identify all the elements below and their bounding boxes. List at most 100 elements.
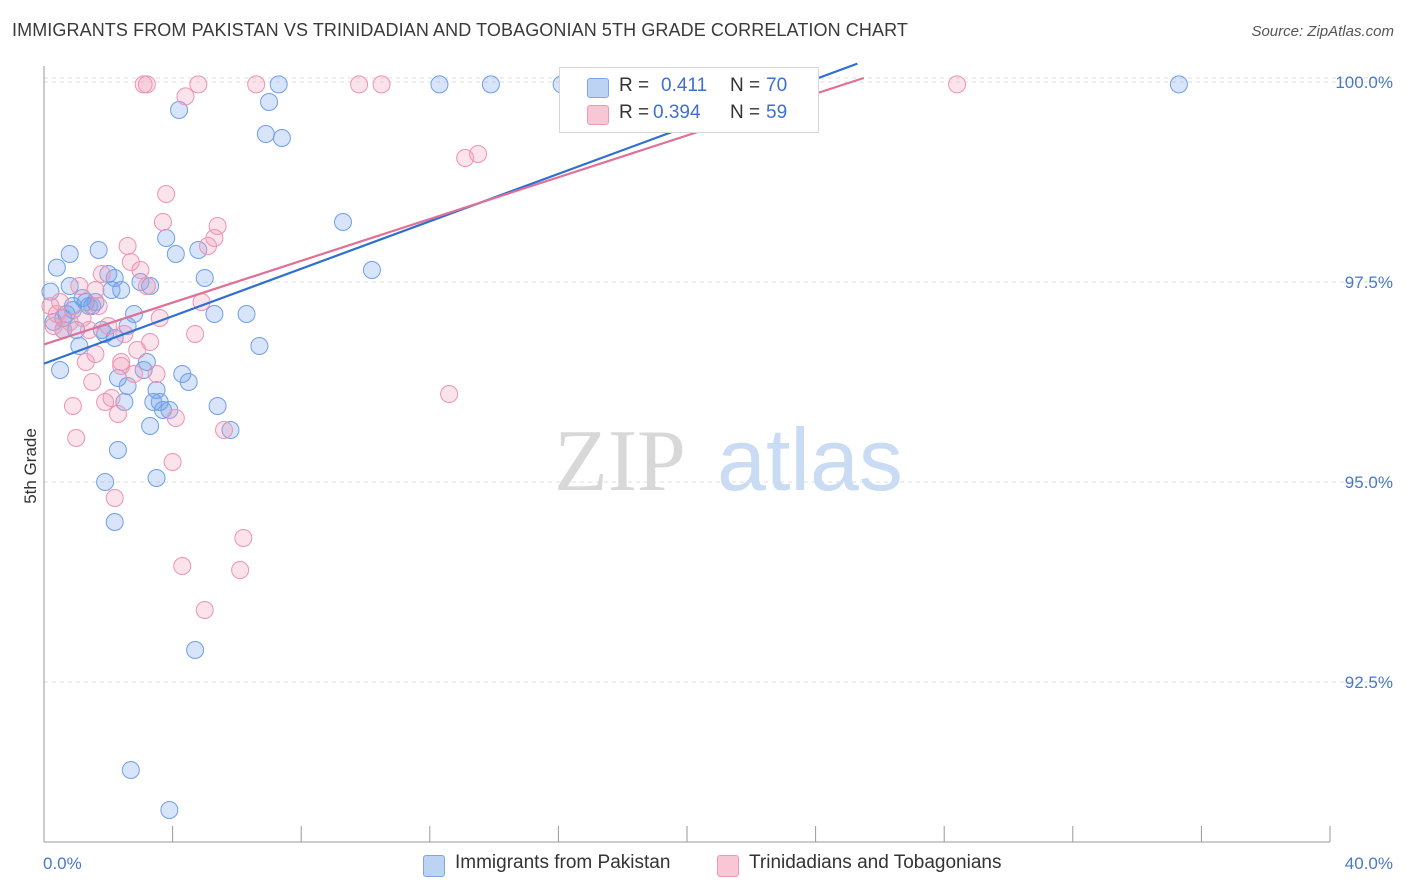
- point-pakistan: [160, 801, 179, 819]
- point-trinidad: [372, 75, 391, 94]
- point-pakistan: [256, 125, 275, 143]
- legend-r-label: R =: [619, 102, 650, 123]
- y-tick-label: 100.0%: [1335, 73, 1393, 92]
- point-pakistan: [70, 337, 89, 355]
- legend-row-series2: R = 0.394 N = 59: [560, 102, 818, 128]
- point-trinidad: [163, 453, 182, 471]
- point-pakistan: [166, 245, 185, 263]
- point-trinidad: [105, 489, 124, 507]
- point-trinidad: [205, 229, 224, 247]
- point-pakistan: [147, 469, 166, 487]
- point-trinidad: [153, 213, 172, 231]
- point-trinidad: [176, 87, 195, 106]
- legend-r-value: 0.394: [653, 102, 701, 123]
- point-trinidad: [231, 561, 250, 579]
- point-trinidad: [215, 421, 234, 439]
- source-credit: Source: ZipAtlas.com: [1251, 23, 1394, 40]
- point-pakistan: [362, 261, 381, 279]
- legend-row-series1: R = 0.411 N = 70: [560, 75, 818, 101]
- point-trinidad: [86, 345, 105, 363]
- chart-title: IMMIGRANTS FROM PAKISTAN VS TRINIDADIAN …: [12, 20, 908, 40]
- point-pakistan: [179, 373, 198, 391]
- point-pakistan: [208, 397, 227, 415]
- bottom-legend-swatch-blue: [423, 855, 445, 877]
- point-trinidad: [128, 341, 147, 359]
- y-tick-label: 92.5%: [1345, 673, 1393, 692]
- point-trinidad: [166, 409, 185, 427]
- point-pakistan: [89, 241, 108, 259]
- point-pakistan: [195, 269, 214, 287]
- point-trinidad: [51, 293, 70, 311]
- point-trinidad: [70, 277, 89, 295]
- point-trinidad: [118, 237, 137, 255]
- point-pakistan: [153, 401, 172, 419]
- point-trinidad: [189, 75, 208, 94]
- bottom-legend-swatch-pink: [717, 855, 739, 877]
- point-trinidad: [112, 357, 131, 375]
- x-tick-label-min: 0.0%: [43, 854, 82, 873]
- legend-r-value: 0.411: [661, 75, 708, 96]
- point-pakistan: [1169, 75, 1188, 94]
- legend-r-label: R =: [619, 75, 650, 96]
- point-trinidad: [186, 325, 205, 343]
- point-trinidad: [350, 75, 369, 94]
- point-pakistan: [47, 258, 66, 277]
- point-trinidad: [102, 389, 121, 407]
- point-trinidad: [131, 261, 150, 279]
- point-pakistan: [105, 513, 124, 531]
- point-pakistan: [157, 229, 176, 247]
- watermark-zip: ZIP: [554, 413, 686, 510]
- point-pakistan: [121, 761, 140, 779]
- point-trinidad: [47, 305, 66, 323]
- point-trinidad: [234, 529, 253, 547]
- point-pakistan: [205, 305, 224, 323]
- point-pakistan: [237, 305, 256, 323]
- point-trinidad: [195, 601, 214, 619]
- point-trinidad: [112, 353, 131, 371]
- point-trinidad: [208, 217, 227, 235]
- point-pakistan: [102, 281, 121, 299]
- point-trinidad: [44, 317, 63, 335]
- point-pakistan: [260, 93, 279, 111]
- point-trinidad: [141, 333, 160, 351]
- x-tick-label-max: 40.0%: [1345, 854, 1393, 873]
- point-pakistan: [60, 277, 79, 295]
- point-pakistan: [147, 381, 166, 399]
- legend-n-label: N =: [730, 102, 761, 123]
- point-pakistan: [269, 75, 288, 94]
- bottom-legend-label: Immigrants from Pakistan: [455, 852, 671, 873]
- point-trinidad: [440, 385, 459, 403]
- point-pakistan: [221, 421, 240, 439]
- legend: R = 0.411 N = 70 R = 0.394 N = 59: [559, 67, 819, 133]
- point-pakistan: [333, 213, 352, 231]
- point-trinidad: [63, 397, 82, 415]
- point-trinidad: [83, 373, 102, 391]
- point-trinidad: [173, 557, 192, 575]
- point-pakistan: [481, 75, 500, 94]
- point-trinidad: [247, 75, 266, 94]
- point-pakistan: [186, 641, 205, 659]
- legend-n-value: 59: [766, 102, 788, 123]
- legend-n-value: 70: [766, 75, 788, 96]
- point-trinidad: [89, 297, 108, 315]
- y-tick-label: 95.0%: [1345, 473, 1393, 492]
- point-trinidad: [147, 365, 166, 383]
- point-pakistan: [141, 417, 160, 435]
- point-trinidad: [157, 185, 176, 203]
- point-pakistan: [60, 245, 79, 263]
- point-pakistan: [272, 129, 291, 147]
- point-pakistan: [250, 337, 269, 355]
- point-pakistan: [51, 361, 70, 379]
- point-pakistan: [96, 473, 115, 491]
- point-trinidad: [108, 405, 127, 423]
- y-axis-label: 5th Grade: [21, 428, 40, 504]
- legend-n-label: N =: [730, 75, 761, 96]
- point-trinidad: [125, 365, 144, 383]
- point-trinidad: [469, 145, 488, 163]
- axes: [43, 66, 1331, 843]
- point-trinidad: [948, 75, 967, 94]
- point-trinidad: [137, 75, 156, 94]
- bottom-legend-label: Trinidadians and Tobagonians: [749, 852, 1002, 873]
- point-trinidad: [86, 281, 105, 299]
